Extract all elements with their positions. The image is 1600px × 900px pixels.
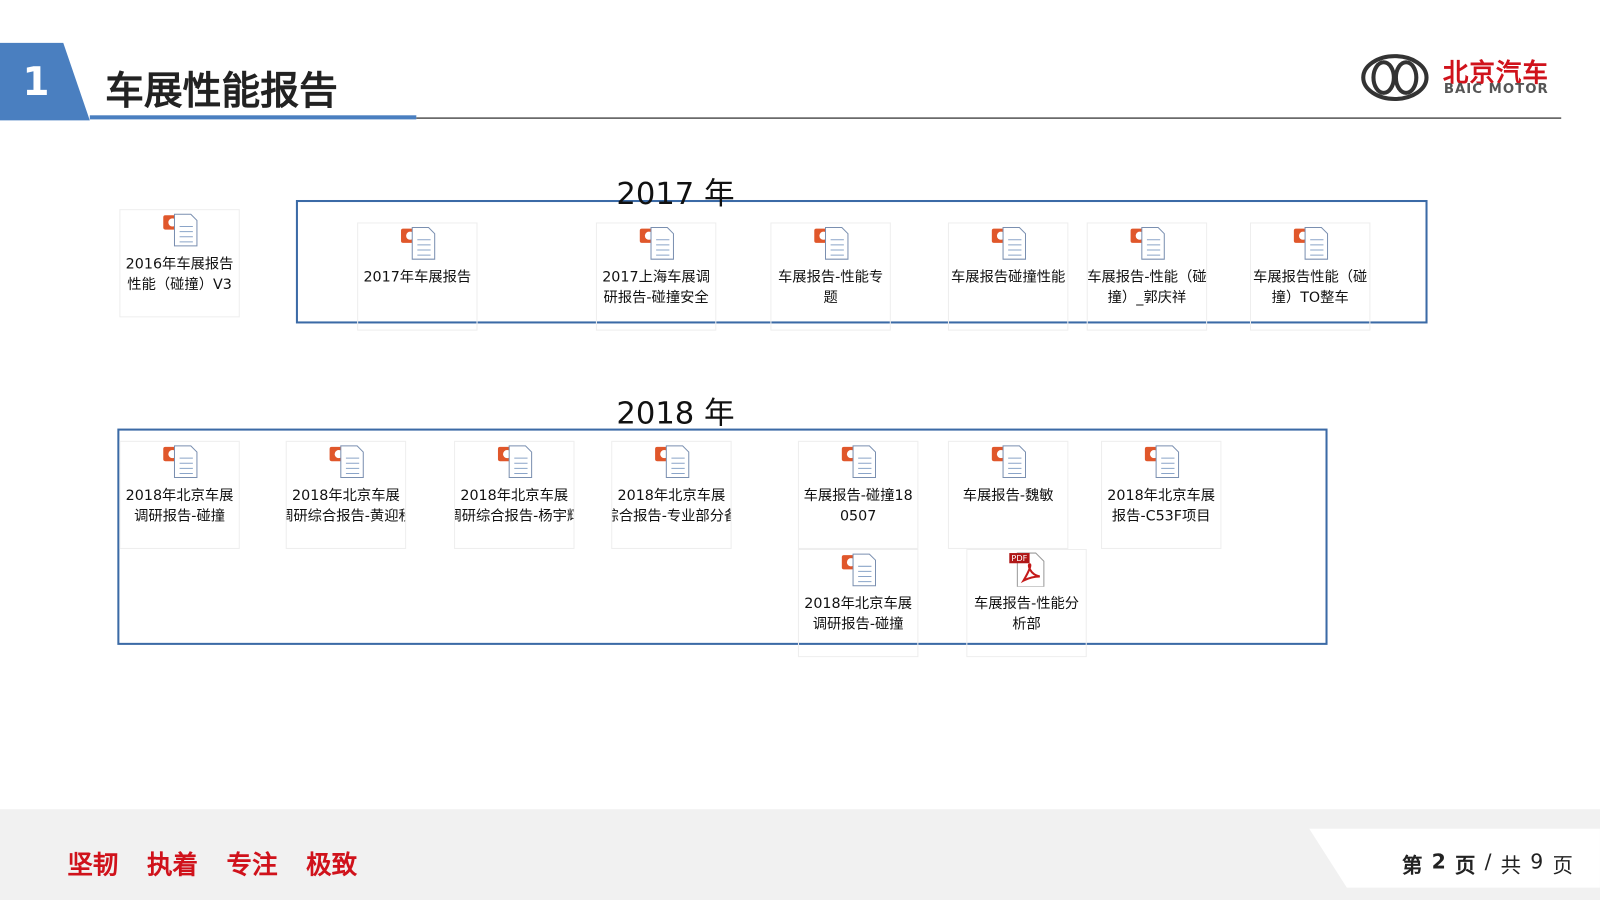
page-number: 第 2 页 / 共 9 页 <box>1402 849 1573 879</box>
file-label: 2017上海车展调 <box>602 269 711 286</box>
file-icon: 2018年北京车展 报告-C53F项目 <box>1101 440 1222 549</box>
file-label: 撞）TO整车 <box>1271 289 1349 307</box>
file-icon: 2018年北京车展 调研报告-碰撞 <box>119 440 240 549</box>
file-icon: 车展报告-魏敏 <box>947 440 1069 549</box>
icon-image <box>991 226 1028 261</box>
section-box <box>295 199 1428 324</box>
section-title: 2018 年 <box>616 395 735 432</box>
icon-image <box>162 444 199 479</box>
icon-image <box>1293 226 1330 261</box>
page-part: 9 <box>1530 848 1544 874</box>
page-part: 共 <box>1500 853 1522 878</box>
file-label: 车展报告-魏敏 <box>962 487 1054 505</box>
file-label: 车展报告-性能专 <box>778 269 884 286</box>
file-label: 撞）_郭庆祥 <box>1107 289 1187 307</box>
file-label: 调研报告-碰撞 <box>812 616 904 633</box>
icon-image <box>329 444 366 479</box>
file-icon: 车展报告-碰撞18 0507 <box>797 440 919 549</box>
file-icon: 2018年北京车展 调研综合报告-黄迎秋 <box>285 440 407 549</box>
icon-image <box>639 226 676 261</box>
header-shapes <box>0 42 1562 121</box>
file-label: 车展报告性能（碰 <box>1253 269 1368 286</box>
icon-image <box>841 552 878 587</box>
file-icon: 2018年北京车展 综合报告-专业部分备 <box>611 440 732 549</box>
logo-en: BAIC MOTOR <box>1443 81 1549 97</box>
file-label: 调研综合报告-黄迎秋 <box>285 508 407 525</box>
slogan-word: 极致 <box>306 849 358 880</box>
file-label: 2018年北京车展 <box>804 595 913 613</box>
file-icon: 2018年北京车展 调研综合报告-杨宇辉 <box>454 440 575 549</box>
file-icon: PDF 车展报告-性能分 析部 <box>966 548 1087 658</box>
page-part: 页 <box>1552 853 1573 878</box>
file-icon: 车展报告碰撞性能 <box>947 222 1069 331</box>
file-label: 车展报告-性能分 <box>973 595 1080 613</box>
file-label: 2016年车展报告 <box>125 256 234 273</box>
file-label: 2018年北京车展 <box>1107 487 1216 505</box>
file-icon: 2018年北京车展 调研报告-碰撞 <box>797 548 919 658</box>
section-title: 2017 年 <box>616 176 735 213</box>
icon-image <box>162 212 199 247</box>
file-label: 调研综合报告-杨宇辉 <box>454 508 575 525</box>
page-part: 页 <box>1455 853 1476 878</box>
file-icon: 2016年车展报告 性能（碰撞）V3 <box>119 209 240 318</box>
page-part: 第 <box>1402 853 1423 878</box>
file-icon: 2017年车展报告 <box>357 222 478 331</box>
file-label: 2018年北京车展 <box>617 487 726 505</box>
file-label: 研报告-碰撞安全 <box>603 289 709 307</box>
file-label: 2017年车展报告 <box>363 269 472 286</box>
svg-text:PDF: PDF <box>1011 553 1027 563</box>
file-label: 2018年北京车展 <box>460 487 569 505</box>
file-icon: 车展报告性能（碰 撞）TO整车 <box>1249 222 1371 331</box>
slogan: 坚韧 执着 专注 极致 <box>67 845 357 882</box>
file-label: 报告-C53F项目 <box>1111 508 1211 525</box>
slide-title: 车展性能报告 <box>105 68 338 114</box>
file-label: 调研报告-碰撞 <box>134 508 226 525</box>
slogan-word: 专注 <box>226 849 278 880</box>
file-label: 车展报告-性能（碰 <box>1087 269 1207 286</box>
section-number: 1 <box>22 59 50 105</box>
logo-cn: 北京汽车 <box>1442 58 1549 88</box>
page-part: 2 <box>1431 848 1446 874</box>
file-label: 0507 <box>839 508 877 525</box>
icon-image <box>813 226 850 261</box>
file-label: 2018年北京车展 <box>125 487 234 505</box>
slogan-word: 执着 <box>146 849 198 880</box>
file-icon: 车展报告-性能（碰 撞）_郭庆祥 <box>1086 222 1208 331</box>
file-icon: 2017上海车展调 研报告-碰撞安全 <box>595 222 717 331</box>
file-label: 综合报告-专业部分备 <box>611 508 732 525</box>
file-label: 2018年北京车展 <box>292 487 400 505</box>
icon-image: PDF <box>1009 552 1046 588</box>
icon-image <box>1130 226 1167 261</box>
icon-image <box>991 444 1028 479</box>
page-part: / <box>1484 848 1492 874</box>
icon-image <box>654 444 691 479</box>
file-label: 题 <box>823 289 838 307</box>
file-label: 析部 <box>1012 616 1041 633</box>
file-label: 车展报告-碰撞18 <box>803 487 913 505</box>
icon-image <box>841 444 878 479</box>
file-label: 车展报告碰撞性能 <box>951 269 1066 286</box>
icon-image <box>1144 444 1181 479</box>
footer-shape <box>1309 828 1600 888</box>
icon-image <box>497 444 534 479</box>
section-box <box>117 428 1328 645</box>
file-label: 性能（碰撞）V3 <box>127 276 232 293</box>
file-icon: 车展报告-性能专题 <box>770 222 891 331</box>
icon-image <box>400 226 437 261</box>
slogan-word: 坚韧 <box>67 849 119 880</box>
